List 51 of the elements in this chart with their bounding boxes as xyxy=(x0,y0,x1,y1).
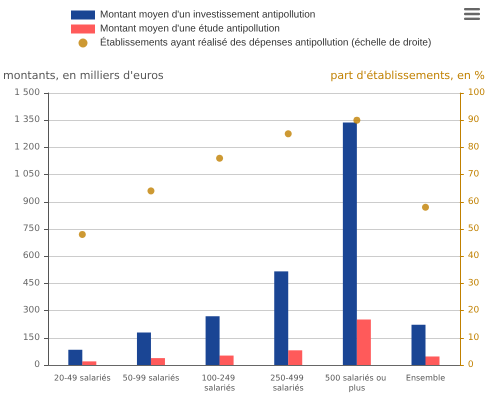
y-tick-label: 600 xyxy=(22,251,40,262)
y2-tick-label: 30 xyxy=(468,278,480,288)
y2-tick-label: 100 xyxy=(468,88,486,98)
bar xyxy=(220,356,234,365)
y2-tick-label: 80 xyxy=(468,142,480,152)
point xyxy=(422,204,430,211)
bar xyxy=(356,319,371,365)
y2-tick-label: 50 xyxy=(468,224,480,234)
bar xyxy=(412,324,426,365)
point xyxy=(147,187,154,194)
y-tick-label: 450 xyxy=(22,278,40,288)
x-tick-label: 20-49 salariés xyxy=(54,374,111,382)
y-tick-label: 1 050 xyxy=(14,170,40,180)
y-tick-label: 900 xyxy=(22,196,40,207)
y-tick-label: 0 xyxy=(34,360,40,370)
y2-tick-label: 70 xyxy=(468,170,480,180)
y2-tick-label: 0 xyxy=(468,360,474,370)
bar xyxy=(82,361,96,365)
y-tick-label: 1 500 xyxy=(14,88,40,98)
x-tick-label: 250-499 salariés xyxy=(270,374,306,392)
legend-label: Établissements ayant réalisé des dépenses antipollution (échelle de droite) xyxy=(100,36,432,48)
y-tick-label: 300 xyxy=(22,306,40,316)
y-axis-title: montants, en milliers d'euros xyxy=(3,69,164,82)
bar xyxy=(150,358,165,365)
y-tick-label: 150 xyxy=(22,332,40,343)
y2-tick-label: 40 xyxy=(468,251,480,262)
y2-axis-title: part d'établissements, en % xyxy=(330,69,485,82)
y-tick-label: 750 xyxy=(22,224,40,234)
point xyxy=(216,154,224,162)
point xyxy=(78,230,86,238)
y-tick-label: 1 350 xyxy=(14,115,40,126)
bar xyxy=(426,356,440,365)
y2-tick-label: 90 xyxy=(468,115,480,126)
bar xyxy=(68,350,82,365)
point xyxy=(353,116,360,124)
legend-label: Montant moyen d'un investissement antipollution xyxy=(100,10,316,20)
bar xyxy=(136,332,151,365)
bar xyxy=(342,122,357,365)
legend-label: Montant moyen d'une étude antipollution xyxy=(100,24,280,34)
y2-tick-label: 20 xyxy=(468,306,480,316)
y-tick-label: 1 200 xyxy=(14,142,40,152)
y2-tick-label: 10 xyxy=(468,332,480,343)
x-tick-label: 500 salariés ou plus xyxy=(325,374,389,392)
x-tick-label: 100-249 salariés xyxy=(202,374,238,392)
bar xyxy=(288,350,302,365)
bar xyxy=(274,271,288,365)
x-tick-label: 50-99 salariés xyxy=(122,374,180,382)
point xyxy=(284,130,292,138)
y2-tick-label: 60 xyxy=(468,196,480,207)
x-tick-label: Ensemble xyxy=(406,374,446,382)
bar xyxy=(206,316,220,365)
